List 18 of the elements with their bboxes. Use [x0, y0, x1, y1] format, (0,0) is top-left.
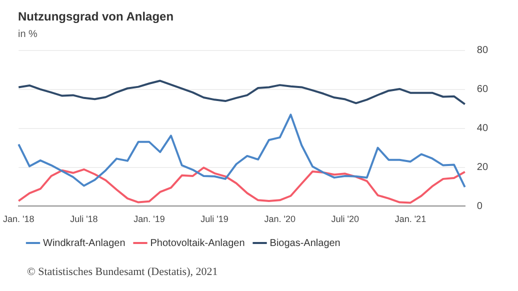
legend-label: Windkraft-Anlagen	[43, 238, 126, 249]
y-tick-label: 20	[476, 162, 488, 173]
y-tick-label: 60	[476, 84, 488, 96]
x-tick-label: Jan. '18	[2, 214, 34, 224]
x-tick-label: Jan. '20	[264, 214, 296, 224]
text: © Statistisches Bundesamt (Destatis), 2021	[27, 266, 218, 278]
x-tick-label: Juli '19	[200, 214, 228, 224]
x-tick-label: Jan. '21	[394, 214, 426, 224]
y-tick-label: 40	[476, 123, 488, 134]
x-tick-label: Jan. '19	[134, 214, 165, 224]
y-tick-label: 80	[476, 45, 488, 56]
legend-label: Photovoltaik-Anlagen	[150, 238, 245, 249]
x-tick-label: Juli '20	[331, 214, 360, 224]
chart-subtitle: in %	[18, 29, 38, 40]
chart-title: Nutzungsgrad von Anlagen	[18, 10, 174, 24]
legend-label: Biogas-Anlagen	[270, 238, 340, 249]
x-tick-label: Juli '18	[70, 214, 98, 224]
y-tick-label: 0	[476, 200, 483, 212]
